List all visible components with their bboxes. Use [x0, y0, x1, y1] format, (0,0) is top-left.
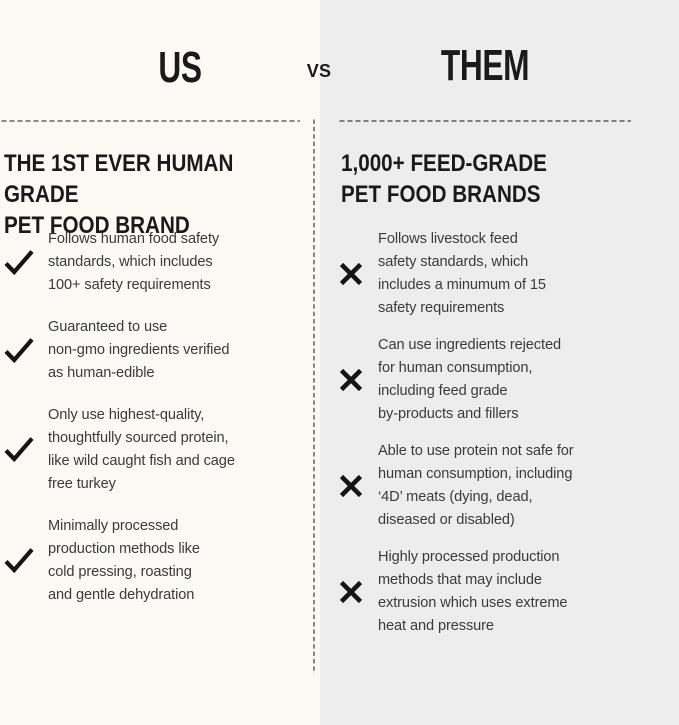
list-item-line: Can use ingredients rejected	[378, 337, 561, 353]
list-item: Highly processed production methods that …	[0, 546, 679, 638]
list-item-line: production methods like	[48, 541, 200, 557]
list-item-line: including feed grade	[378, 383, 508, 399]
list-item-line: as human-edible	[48, 365, 155, 381]
list-item: Follows human food safety standards, whic…	[0, 228, 679, 297]
dotted-rule-right	[338, 120, 631, 122]
subheading-us: THE 1ST EVER HUMAN GRADE PET FOOD BRAND	[4, 148, 314, 241]
subheading-them-line2: PET FOOD BRANDS	[341, 181, 541, 208]
list-item-text: Can use ingredients rejected for human co…	[378, 334, 561, 426]
list-item-text: Highly processed production methods that …	[378, 546, 568, 638]
list-item-line: by-products and fillers	[378, 406, 519, 422]
check-icon	[4, 548, 34, 574]
list-item-line: and gentle dehydration	[48, 587, 195, 603]
dotted-divider-vertical	[313, 118, 315, 674]
list-item-line: methods that may include	[378, 572, 542, 588]
subheading-us-line2: PET FOOD BRAND	[4, 212, 190, 239]
list-item-line: Only use highest-quality,	[48, 407, 205, 423]
list-item: Follows livestock feed safety standards, …	[0, 228, 679, 320]
drawback-list-them: Follows livestock feed safety standards, …	[0, 228, 679, 652]
list-item: Able to use protein not safe for human co…	[0, 440, 679, 532]
cross-icon	[339, 474, 363, 498]
list-item-text: Able to use protein not safe for human co…	[378, 440, 574, 532]
cross-icon	[339, 580, 363, 604]
list-item-line: 100+ safety requirements	[48, 277, 211, 293]
list-item-line: like wild caught fish and cage	[48, 453, 235, 469]
header-them: THEM	[440, 41, 530, 90]
list-item-text: Guaranteed to use non-gmo ingredients ver…	[48, 316, 229, 385]
list-item-line: Guaranteed to use	[48, 319, 168, 335]
list-item-text: Follows livestock feed safety standards, …	[378, 228, 546, 320]
list-item-line: non-gmo ingredients verified	[48, 342, 230, 358]
list-item-text: Only use highest-quality, thoughtfully so…	[48, 404, 235, 496]
subheading-them-line1: 1,000+ FEED-GRADE	[341, 150, 547, 177]
list-item-line: cold pressing, roasting	[48, 564, 192, 580]
header-us: US	[158, 43, 202, 92]
subheading-us-line1: THE 1ST EVER HUMAN GRADE	[4, 150, 234, 208]
list-item-line: Able to use protein not safe for	[378, 443, 574, 459]
list-item-line: includes a minumum of 15	[378, 277, 546, 293]
dotted-rule-left	[0, 120, 300, 122]
list-item-line: Follows livestock feed	[378, 231, 518, 247]
list-item: Minimally processed production methods li…	[0, 515, 679, 607]
list-item-line: Follows human food safety	[48, 231, 220, 247]
list-item-line: standards, which includes	[48, 254, 213, 270]
list-item-line: human consumption, including	[378, 466, 573, 482]
list-item: Can use ingredients rejected for human co…	[0, 334, 679, 426]
list-item-line: heat and pressure	[378, 618, 494, 634]
list-item-text: Follows human food safety standards, whic…	[48, 228, 219, 297]
list-item-line: free turkey	[48, 476, 116, 492]
list-item-line: extrusion which uses extreme	[378, 595, 568, 611]
list-item-line: safety standards, which	[378, 254, 529, 270]
header-versus: VS	[306, 61, 332, 81]
list-item: Guaranteed to use non-gmo ingredients ver…	[0, 316, 679, 385]
check-icon	[4, 249, 34, 275]
check-icon	[4, 337, 34, 363]
list-item-line: safety requirements	[378, 300, 505, 316]
list-item-line: diseased or disabled)	[378, 512, 515, 528]
list-item-line: for human consumption,	[378, 360, 533, 376]
list-item-line: ‘4D’ meats (dying, dead,	[378, 489, 533, 505]
benefit-list-us: Follows human food safety standards, whic…	[0, 228, 679, 626]
list-item-line: thoughtfully sourced protein,	[48, 430, 229, 446]
subheading-them: 1,000+ FEED-GRADE PET FOOD BRANDS	[341, 148, 651, 210]
list-item: Only use highest-quality, thoughtfully so…	[0, 404, 679, 496]
check-icon	[4, 437, 34, 463]
list-item-line: Highly processed production	[378, 549, 560, 565]
cross-icon	[339, 368, 363, 392]
list-item-text: Minimally processed production methods li…	[48, 515, 200, 607]
list-item-line: Minimally processed	[48, 518, 179, 534]
cross-icon	[339, 262, 363, 286]
